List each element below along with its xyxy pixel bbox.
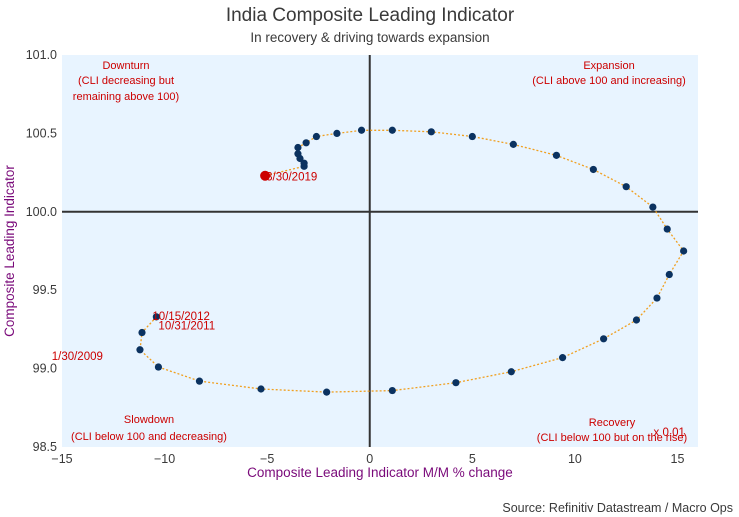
data-point: [452, 379, 460, 387]
data-point: [195, 377, 204, 385]
cycle-path-line: [139, 129, 685, 393]
data-point: [388, 126, 396, 134]
data-point: [468, 132, 476, 141]
data-point: [323, 388, 331, 396]
y-tick-label: 99.0: [33, 362, 57, 376]
data-point: [357, 126, 366, 134]
data-point: [552, 151, 561, 159]
data-point: [257, 385, 265, 393]
quadrant-downturn: Downturn (CLI decreasing but remaining a…: [73, 60, 179, 103]
date-label: 1/30/2009: [52, 351, 103, 363]
data-point: [663, 225, 671, 233]
x-tick-label: −5: [260, 452, 274, 466]
data-point: [558, 354, 567, 362]
data-point: [622, 183, 630, 191]
data-point: [333, 129, 341, 137]
x-tick-label: −15: [51, 452, 72, 466]
data-point: [154, 363, 163, 371]
chart-subtitle: In recovery & driving towards expansion: [250, 30, 489, 45]
data-point: [427, 128, 435, 136]
data-point: [509, 140, 517, 148]
data-point: [665, 270, 673, 279]
x-tick-label: 10: [568, 452, 582, 466]
quadrant-downturn-title: Downturn: [102, 60, 149, 72]
data-point: [294, 143, 302, 152]
end-marker-label: x 0.01: [654, 427, 685, 439]
quadrant-slowdown: Slowdown (CLI below 100 and decreasing): [71, 414, 227, 443]
quadrant-slowdown-line-1: (CLI below 100 and decreasing): [71, 431, 227, 443]
plot-area: [62, 55, 698, 447]
quadrant-expansion: Expansion (CLI above 100 and increasing): [532, 60, 685, 87]
data-point: [152, 313, 160, 321]
quadrant-downturn-line-2: remaining above 100): [73, 91, 179, 103]
quadrant-slowdown-title: Slowdown: [124, 414, 174, 426]
y-tick-label: 101.0: [26, 48, 57, 62]
data-point: [300, 162, 308, 170]
date-label: 10/15/2012: [152, 311, 210, 323]
y-tick-label: 98.5: [33, 440, 57, 454]
x-axis-label: Composite Leading Indicator M/M % change: [247, 465, 513, 480]
quadrant-recovery: Recovery (CLI below 100 but on the rise): [537, 417, 687, 444]
quadrant-recovery-line-1: (CLI below 100 but on the rise): [537, 432, 687, 444]
chart-title: India Composite Leading Indicator: [226, 5, 515, 26]
quadrant-downturn-line-1: (CLI decreasing but: [78, 75, 174, 87]
data-point: [138, 328, 146, 337]
data-point: [589, 165, 597, 174]
quadrant-expansion-line-1: (CLI above 100 and increasing): [532, 75, 685, 87]
y-tick-label: 100.5: [26, 126, 57, 140]
data-point: [653, 294, 661, 302]
x-tick-label: 15: [671, 452, 685, 466]
x-tick-label: 0: [366, 452, 373, 466]
data-point: [296, 154, 304, 163]
date-label: 10/31/2011: [158, 320, 215, 332]
quadrant-recovery-title: Recovery: [589, 417, 636, 429]
data-point: [388, 386, 396, 395]
current-point-marker: [260, 170, 271, 181]
y-axis-ticks: 98.5 99.0 99.5 100.0 100.5 101.0: [26, 48, 57, 454]
quadrant-expansion-title: Expansion: [583, 60, 634, 72]
y-axis-label: Composite Leading Indicator: [2, 165, 17, 337]
data-point: [632, 316, 641, 324]
x-tick-label: 5: [469, 452, 476, 466]
data-point: [507, 368, 515, 376]
y-tick-label: 99.5: [33, 283, 57, 297]
data-point: [680, 247, 688, 255]
data-point: [649, 203, 657, 211]
x-axis-ticks: −15 −10 −5 0 5 10 15: [51, 452, 684, 466]
data-point: [302, 139, 310, 147]
y-tick-label: 100.0: [26, 205, 57, 219]
data-point: [136, 346, 144, 354]
source-note: Source: Refinitiv Datastream / Macro Ops: [502, 501, 733, 515]
current-point-label: 3/30/2019: [266, 172, 317, 184]
data-point: [312, 132, 320, 141]
x-tick-label: −10: [154, 452, 175, 466]
data-point: [600, 335, 608, 343]
